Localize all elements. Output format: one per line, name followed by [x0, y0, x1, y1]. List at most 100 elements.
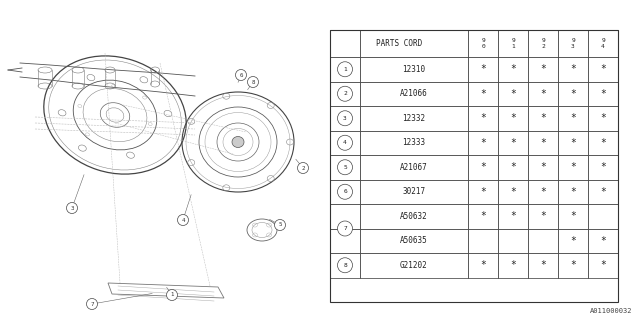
Text: *: * — [480, 187, 486, 197]
Text: 6: 6 — [343, 189, 347, 194]
Bar — [360, 106, 468, 131]
Text: A21066: A21066 — [400, 89, 428, 98]
Circle shape — [275, 220, 285, 230]
Bar — [330, 30, 618, 302]
Text: *: * — [480, 138, 486, 148]
Text: 7: 7 — [90, 301, 93, 307]
Text: 9
0: 9 0 — [481, 38, 485, 49]
Bar — [558, 228, 588, 253]
Bar — [330, 155, 360, 180]
Bar — [528, 131, 558, 155]
Text: *: * — [600, 162, 606, 172]
Bar — [588, 204, 618, 228]
Text: *: * — [600, 138, 606, 148]
Text: *: * — [600, 236, 606, 246]
Bar — [558, 30, 588, 57]
Text: 8: 8 — [252, 79, 255, 84]
Bar — [558, 57, 588, 82]
Bar — [498, 180, 528, 204]
Bar — [558, 155, 588, 180]
Bar — [528, 253, 558, 277]
Text: *: * — [570, 89, 576, 99]
Bar — [498, 30, 528, 57]
Bar — [360, 30, 468, 57]
Bar — [360, 82, 468, 106]
Circle shape — [67, 203, 77, 213]
Text: *: * — [600, 64, 606, 74]
Circle shape — [248, 76, 259, 87]
Text: PARTS CORD: PARTS CORD — [376, 39, 422, 48]
Text: *: * — [510, 138, 516, 148]
Bar — [558, 204, 588, 228]
Circle shape — [337, 62, 353, 77]
Text: G21202: G21202 — [400, 261, 428, 270]
Bar — [330, 253, 360, 277]
Bar — [468, 82, 498, 106]
Text: *: * — [540, 138, 546, 148]
Bar — [360, 204, 468, 228]
Text: 3: 3 — [343, 116, 347, 121]
Circle shape — [337, 184, 353, 199]
Bar — [498, 204, 528, 228]
Text: A50635: A50635 — [400, 236, 428, 245]
Text: *: * — [540, 260, 546, 270]
Text: 2: 2 — [301, 165, 305, 171]
Bar — [468, 155, 498, 180]
Bar — [528, 82, 558, 106]
Bar — [588, 30, 618, 57]
Text: A011000032: A011000032 — [589, 308, 632, 314]
Text: *: * — [480, 89, 486, 99]
Text: 6: 6 — [239, 73, 243, 77]
Circle shape — [337, 86, 353, 101]
Text: 12310: 12310 — [403, 65, 426, 74]
Text: *: * — [600, 260, 606, 270]
Text: *: * — [570, 64, 576, 74]
Text: *: * — [570, 236, 576, 246]
Text: *: * — [510, 64, 516, 74]
Bar — [558, 106, 588, 131]
Text: *: * — [570, 260, 576, 270]
Bar — [468, 131, 498, 155]
Text: *: * — [480, 162, 486, 172]
Text: *: * — [540, 211, 546, 221]
Text: *: * — [600, 113, 606, 123]
Bar — [498, 82, 528, 106]
Circle shape — [337, 258, 353, 273]
Circle shape — [337, 160, 353, 175]
Text: *: * — [510, 89, 516, 99]
Text: 9
3: 9 3 — [571, 38, 575, 49]
Text: *: * — [480, 113, 486, 123]
Bar — [588, 228, 618, 253]
Bar — [360, 253, 468, 277]
Bar — [360, 155, 468, 180]
Text: 1: 1 — [343, 67, 347, 72]
Text: *: * — [600, 89, 606, 99]
Text: A50632: A50632 — [400, 212, 428, 221]
Text: 1: 1 — [170, 292, 173, 298]
Bar — [360, 57, 468, 82]
Text: *: * — [510, 260, 516, 270]
Circle shape — [337, 221, 353, 236]
Bar — [588, 131, 618, 155]
Text: 9
4: 9 4 — [601, 38, 605, 49]
Bar — [360, 180, 468, 204]
Bar — [330, 106, 360, 131]
Ellipse shape — [232, 137, 244, 148]
Bar — [360, 228, 468, 253]
Bar — [588, 57, 618, 82]
Bar — [330, 228, 360, 253]
Bar — [528, 228, 558, 253]
Text: *: * — [510, 162, 516, 172]
Text: *: * — [540, 113, 546, 123]
Bar — [468, 57, 498, 82]
Bar — [558, 253, 588, 277]
Bar — [468, 228, 498, 253]
Text: *: * — [540, 89, 546, 99]
Bar — [330, 30, 360, 57]
Bar — [528, 204, 558, 228]
Bar — [588, 82, 618, 106]
Bar — [528, 57, 558, 82]
Bar — [330, 131, 360, 155]
Text: *: * — [570, 138, 576, 148]
Bar — [468, 30, 498, 57]
